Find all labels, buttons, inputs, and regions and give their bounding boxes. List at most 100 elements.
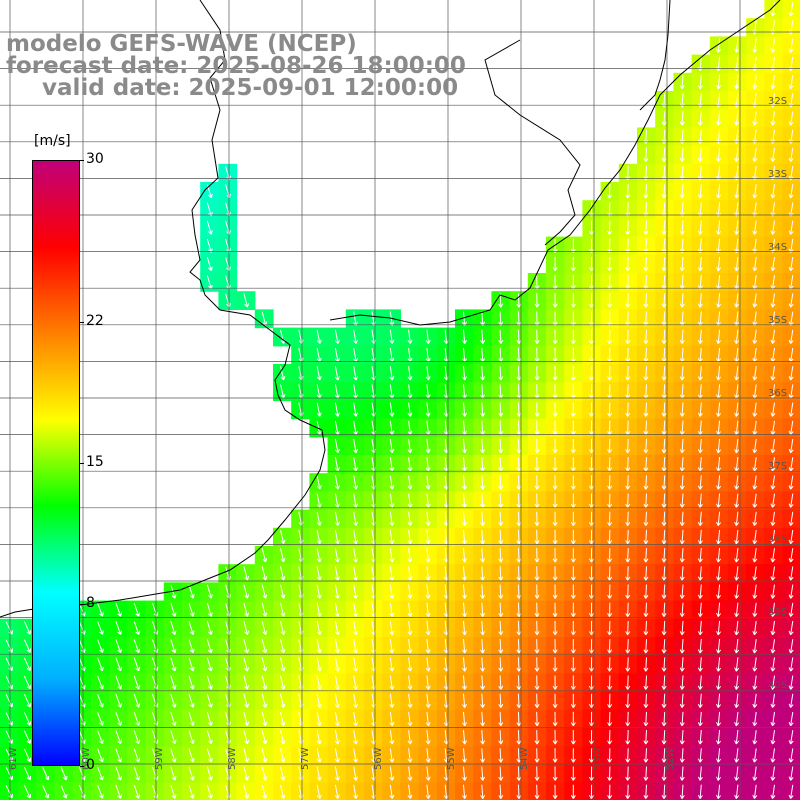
colorbar-tick-label: 30 [86,151,104,167]
wind-arrow [188,748,195,763]
wind-arrow [770,766,776,781]
wind-arrow [734,730,740,745]
wind-arrow [389,748,395,763]
wind-arrow [407,475,413,490]
wind-arrow [788,147,794,162]
wind-arrow [588,493,594,508]
wind-arrow [407,511,413,526]
wind-arrow [407,730,413,745]
wind-arrow [534,711,540,727]
wind-arrow [389,511,395,526]
wind-arrow [752,748,758,763]
wind-arrow [625,366,631,381]
wind-arrow [407,584,413,599]
wind-arrow [97,730,104,744]
wind-arrow [607,238,613,253]
wind-arrow [607,602,613,617]
wind-arrow [734,711,740,727]
wind-arrow [716,475,721,490]
wind-arrow [334,529,340,545]
wind-arrow [679,511,685,526]
wind-arrow [607,529,613,545]
wind-arrow [625,584,631,599]
wind-arrow [788,784,794,799]
wind-arrow [661,548,667,563]
wind-arrow [752,711,758,727]
wind-arrow [115,621,122,635]
wind-arrow [716,748,721,763]
wind-arrow [570,584,576,599]
wind-arrow [516,639,522,654]
wind-arrow [534,602,540,617]
wind-arrow [133,621,141,635]
wind-arrow [280,602,286,617]
wind-arrow [697,74,703,90]
wind-arrow [461,366,467,381]
wind-arrow [261,711,268,727]
wind-arrow [734,74,740,90]
wind-arrow [734,475,740,490]
latitude-label: 34S [768,242,787,253]
wind-arrow [480,493,486,508]
wind-arrow [607,766,613,781]
latitude-labels: 32S 33S 34S 35S 36S 37S 38S 39S 40S [768,96,787,691]
wind-arrow [280,620,286,636]
wind-arrow [643,402,649,417]
wind-arrow [570,402,576,417]
wind-arrow [661,256,667,272]
wind-arrow [770,457,776,472]
wind-arrow [243,766,250,781]
wind-arrow [716,511,721,526]
wind-arrow [570,293,576,308]
wind-arrow [570,548,576,563]
wind-arrow [334,584,340,599]
wind-arrow [788,620,794,636]
wind-arrow [734,675,740,690]
wind-arrow [425,639,431,654]
wind-arrow [788,602,794,617]
wind-arrow [588,402,594,417]
wind-arrow [734,529,740,545]
wind-arrow [643,457,649,472]
wind-arrow [389,657,395,672]
wind-arrow [170,730,177,745]
wind-arrow [679,238,685,253]
wind-arrow [588,602,594,617]
wind-arrow [643,730,649,745]
wind-arrow [788,511,794,526]
wind-arrow [97,675,104,690]
wind-arrow [243,675,250,690]
wind-arrow [353,366,358,381]
wind-arrow [752,111,758,126]
wind-arrow [588,730,594,745]
wind-arrow [316,784,322,799]
wind-arrow [788,584,794,599]
wind-arrow [734,420,740,435]
wind-arrow [607,730,613,745]
wind-arrow [770,784,776,799]
wind-arrow [353,529,358,545]
wind-arrow [788,38,794,53]
wind-arrow [5,639,13,653]
wind-arrow [334,402,340,417]
wind-arrow [552,438,558,454]
wind-arrow [280,657,286,672]
wind-arrow [480,620,486,636]
wind-arrow [206,675,213,690]
wind-arrow [643,438,649,454]
wind-arrow [679,529,685,545]
wind-arrow [679,566,685,581]
wind-arrow [697,675,703,690]
wind-arrow [170,621,177,635]
wind-arrow [353,602,358,617]
wind-arrow [752,566,758,581]
wind-arrow [280,584,286,599]
wind-arrow [788,238,794,253]
wind-arrow [588,784,594,799]
wind-arrow [97,657,104,672]
wind-arrow [498,366,504,381]
wind-arrow [752,766,758,781]
wind-arrow [188,602,195,617]
wind-arrow [552,420,558,435]
wind-arrow [389,329,395,344]
